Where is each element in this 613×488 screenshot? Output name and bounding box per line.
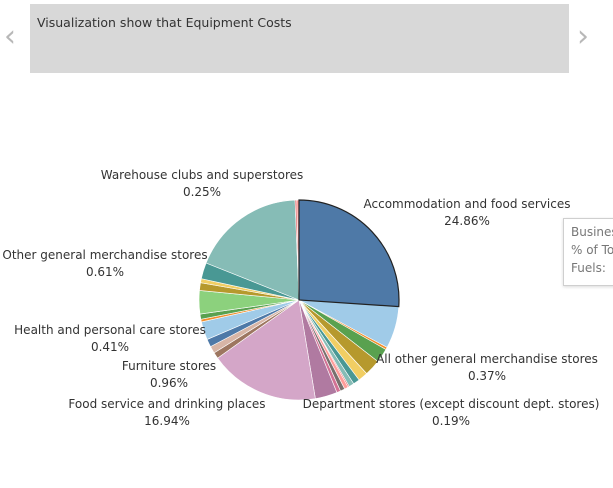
chevron-right-icon[interactable]: › [577, 19, 589, 54]
slice-percent: 16.94% [144, 414, 190, 428]
tooltip-line: Busines [571, 225, 613, 239]
caption-text: Visualization show that Equipment Costs [37, 15, 292, 30]
slice-label: Health and personal care stores [14, 323, 206, 337]
caption-panel: Visualization show that Equipment Costs [30, 4, 569, 73]
slice-percent: 0.37% [468, 369, 506, 383]
slice-percent: 0.61% [86, 265, 124, 279]
pie-slice[interactable] [298, 199, 400, 308]
slice-label: Department stores (except discount dept.… [303, 397, 600, 411]
slice-percent: 0.41% [91, 340, 129, 354]
slice-percent: 24.86% [444, 214, 490, 228]
tooltip-line: % of To [571, 243, 613, 257]
slice-percent: 0.96% [150, 376, 188, 390]
slice-label: Accommodation and food services [364, 197, 571, 211]
tooltip: Busines % of To Fuels: [563, 218, 613, 286]
pie-slice[interactable] [217, 299, 316, 401]
slice-label: All other general merchandise stores [376, 352, 598, 366]
slice-percent: 0.25% [183, 185, 221, 199]
pie-labels: Accommodation and food services 24.86% All… [2, 168, 599, 428]
slice-label: Warehouse clubs and superstores [101, 168, 304, 182]
slice-label: Other general merchandise stores [2, 248, 207, 262]
pie-slice[interactable] [205, 199, 300, 301]
slice-label: Food service and drinking places [68, 397, 265, 411]
tooltip-line: Fuels: [571, 261, 606, 275]
slice-label: Furniture stores [122, 359, 216, 373]
chevron-left-icon[interactable]: ‹ [4, 19, 16, 54]
pie-slices [198, 199, 400, 401]
slice-percent: 0.19% [432, 414, 470, 428]
